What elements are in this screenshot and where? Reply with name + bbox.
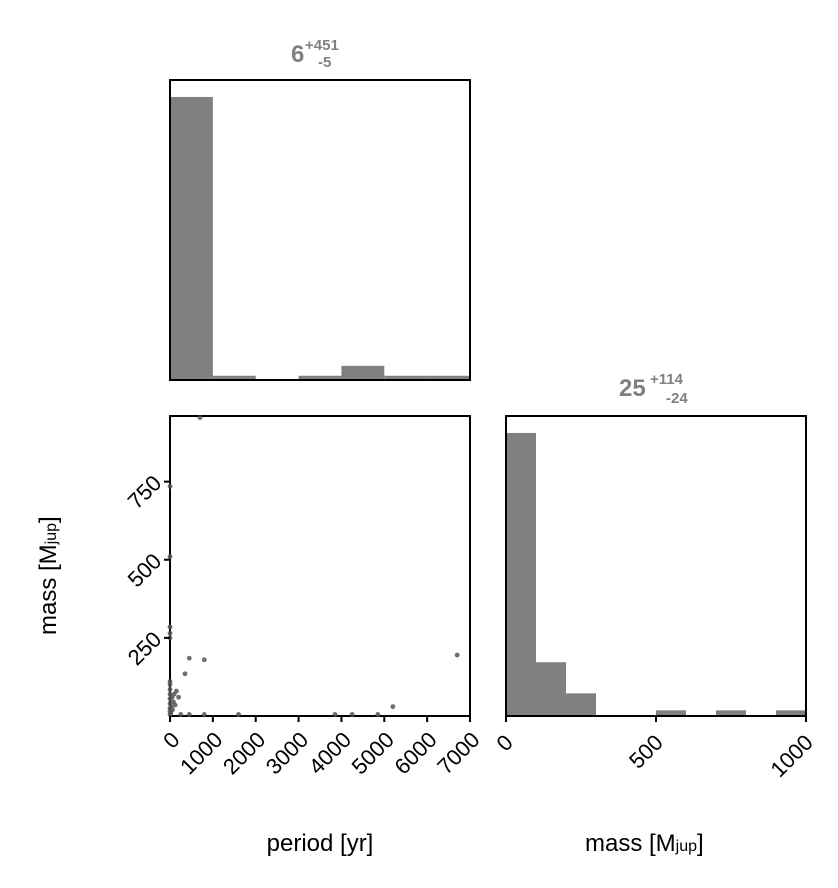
- y-label-close: ]: [35, 516, 62, 523]
- scatter-point: [197, 415, 203, 420]
- mass-x-label-close: ]: [697, 830, 704, 857]
- mass-upper-error: +114: [650, 371, 684, 388]
- period-hist-bar: [384, 375, 428, 380]
- scatter-point: [167, 687, 173, 692]
- scatter-point: [390, 704, 396, 710]
- period-histogram: [169, 79, 471, 381]
- scatter-point: [236, 712, 241, 717]
- mass-x-axis-label: mass [Mjup]: [585, 830, 704, 857]
- period-median: 6: [291, 41, 304, 68]
- mass-median: 25: [619, 375, 646, 402]
- period-hist-frame: [169, 79, 471, 381]
- mass-histogram-title: 25 +114 -24: [619, 371, 688, 407]
- scatter-point: [167, 483, 173, 489]
- scatter-point: [167, 624, 173, 630]
- mass-hist-bar: [566, 693, 596, 716]
- scatter-x-tick-label: 2000: [218, 727, 270, 779]
- scatter-point: [176, 694, 181, 700]
- scatter-point: [186, 712, 192, 717]
- scatter-point: [172, 702, 178, 708]
- mass-hist-bar: [506, 432, 536, 716]
- period-hist-bar: [212, 375, 256, 380]
- period-hist-bar: [170, 96, 213, 380]
- scatter-x-tick-label: 4000: [304, 727, 356, 779]
- period-lower-error: -5: [318, 54, 331, 71]
- scatter-y-tick-label: 250: [123, 627, 167, 671]
- period-hist-bar: [298, 375, 342, 380]
- scatter-y-tick-label: 500: [123, 548, 167, 592]
- mass-x-tick-label: 500: [624, 730, 668, 774]
- scatter-x-tick-label: 0: [158, 727, 184, 753]
- scatter-x-tick-label: 5000: [347, 727, 399, 779]
- scatter-frame: [169, 415, 471, 717]
- y-label-main: mass [M: [35, 544, 62, 635]
- mass-x-tick-label: 1000: [765, 730, 817, 782]
- scatter-y-axis-label: mass [Mjup]: [35, 516, 62, 635]
- scatter-x-tick-label: 3000: [261, 727, 313, 779]
- scatter-point: [182, 671, 188, 677]
- scatter-x-axis-label: period [yr]: [267, 830, 374, 857]
- scatter-point: [167, 679, 173, 685]
- mass-lower-error: -24: [666, 390, 688, 407]
- scatter-y-tick-label: 750: [123, 470, 167, 514]
- y-label-sub: jup: [43, 523, 60, 545]
- period-hist-bar: [427, 375, 470, 380]
- period-upper-error: +451: [305, 37, 339, 54]
- scatter-point: [349, 712, 355, 717]
- scatter-x-tick-label: 6000: [389, 727, 441, 779]
- scatter-point: [201, 712, 207, 717]
- mass-hist-bar: [656, 710, 686, 716]
- scatter-point: [201, 657, 207, 663]
- mass-x-label-sub: jup: [675, 838, 697, 855]
- mass-hist-bar: [536, 662, 566, 716]
- scatter-point: [332, 712, 338, 717]
- mass-histogram: 0 500 1000: [491, 415, 818, 782]
- mass-hist-bar: [716, 710, 746, 716]
- scatter-point: [186, 655, 192, 661]
- period-hist-bar: [341, 365, 385, 380]
- scatter-point: [178, 712, 184, 717]
- scatter-x-tick-label: 1000: [175, 727, 227, 779]
- scatter-point: [167, 554, 173, 560]
- mass-x-tick-label: 0: [491, 730, 517, 756]
- scatter-point: [375, 712, 381, 717]
- scatter-point: [167, 630, 173, 636]
- mass-x-label-main: mass [M: [585, 830, 676, 857]
- scatter-point: [170, 707, 175, 713]
- scatter-x-tick-label: 7000: [432, 727, 484, 779]
- mass-hist-bar: [776, 710, 806, 716]
- scatter-point: [174, 688, 179, 694]
- scatter-point: [454, 652, 460, 658]
- period-histogram-title: 6 +451 -5: [291, 37, 343, 71]
